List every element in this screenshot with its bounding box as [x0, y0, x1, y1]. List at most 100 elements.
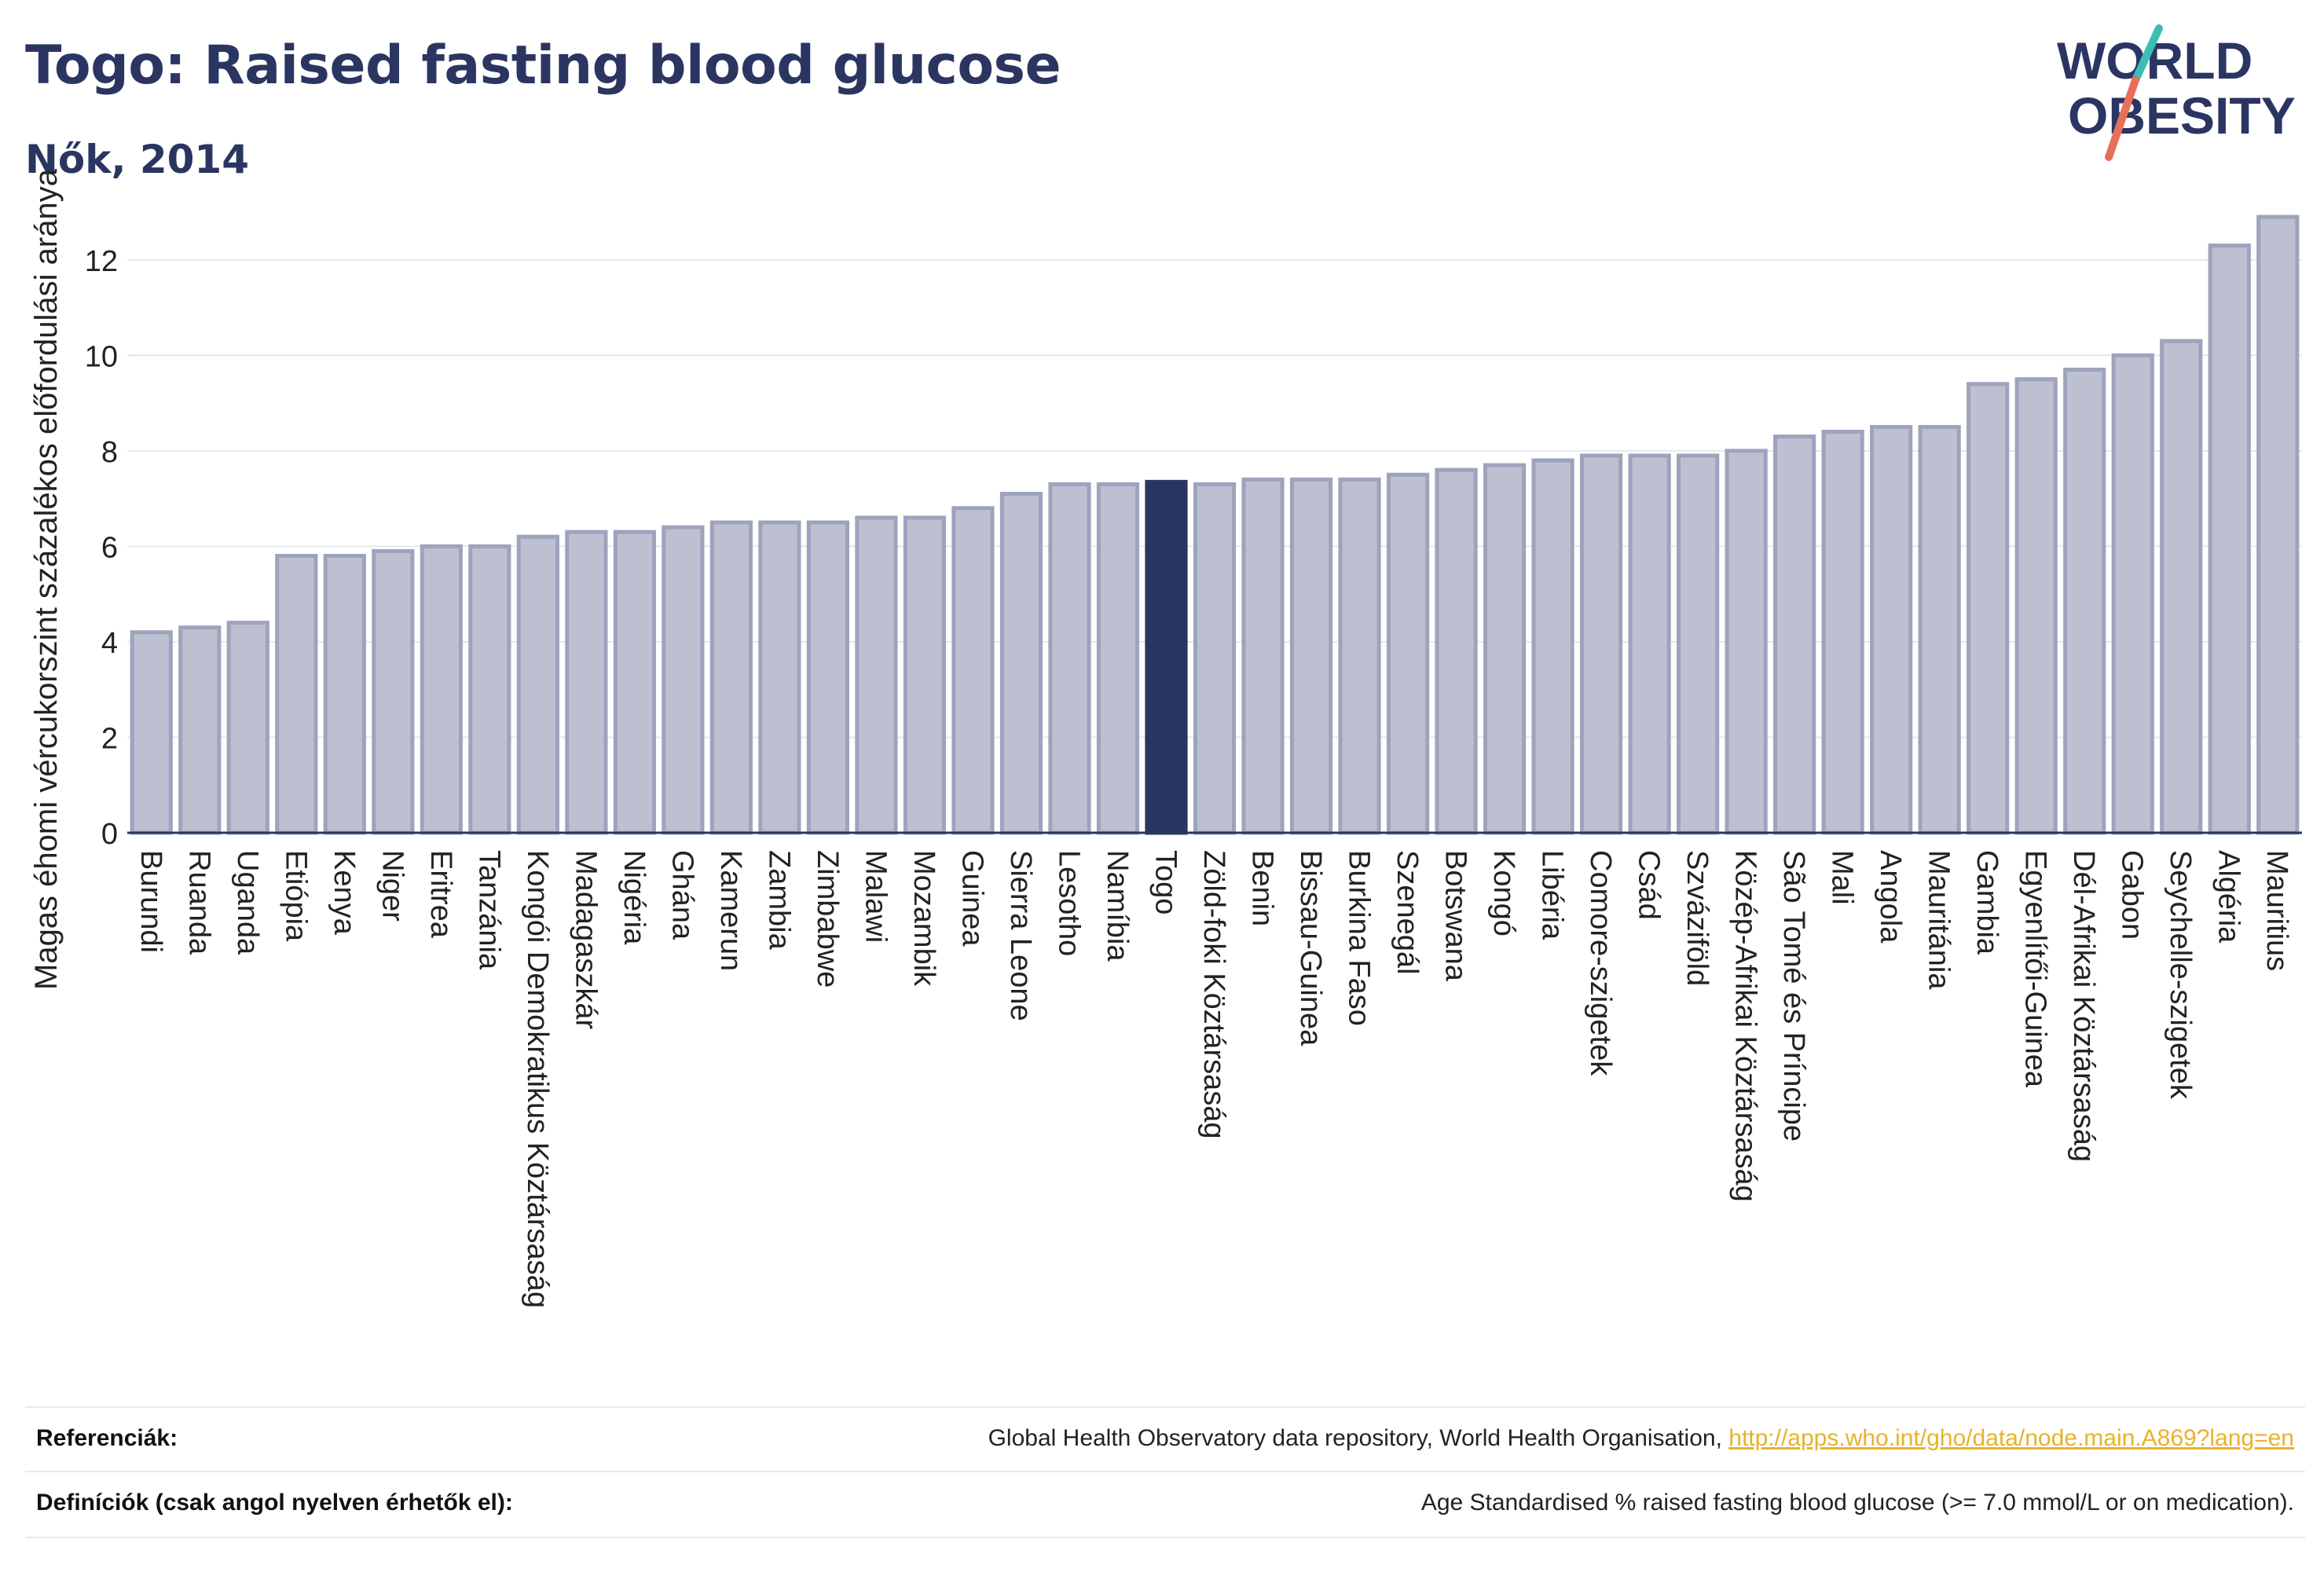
x-tick-label: Lesotho [1052, 850, 1085, 956]
bar [226, 621, 269, 835]
chart-subtitle: Nők, 2014 [25, 137, 250, 182]
bar [1870, 424, 1913, 835]
x-tick-label: Csád [1633, 850, 1666, 920]
bar [1677, 453, 1720, 835]
x-tick-label: Malawi [859, 850, 892, 943]
references-value: Global Health Observatory data repositor… [988, 1425, 2294, 1452]
x-tick-label: Szváziföld [1681, 850, 1714, 986]
bar [468, 544, 511, 835]
x-tick-label: Eritrea [424, 850, 457, 939]
x-tick-label: Gambia [1970, 850, 2003, 955]
bar [1773, 434, 1816, 835]
x-tick-label: Mali [1826, 850, 1859, 905]
logo-slash-teal [2132, 24, 2163, 84]
x-tick-label: Közép-Afrikai Köztársaság [1729, 850, 1762, 1202]
x-tick-label: Ruanda [182, 850, 215, 955]
x-tick-label: Burkina Faso [1343, 850, 1376, 1026]
y-tick-label: 0 [101, 818, 118, 851]
bar [323, 554, 366, 835]
x-tick-label: Algéria [2212, 850, 2245, 944]
x-tick-label: Zimbabwe [811, 850, 844, 988]
x-tick-label: Ghána [665, 850, 698, 940]
x-tick-label: Comore-szigetek [1584, 850, 1617, 1076]
bar [1145, 479, 1188, 835]
bar [662, 525, 705, 835]
x-tick-label: Guinea [955, 850, 988, 947]
bar [372, 548, 415, 835]
x-tick-label: Nigéria [618, 850, 651, 945]
references-label: Referenciák: [36, 1425, 178, 1451]
y-tick-label: 8 [101, 436, 118, 469]
x-tick-label: Madagaszkár [569, 850, 602, 1029]
x-tick-label: Libéria [1536, 850, 1569, 940]
x-tick-label: Angola [1874, 850, 1907, 944]
bars [130, 214, 2300, 835]
bar [178, 625, 222, 835]
y-tick-label: 2 [101, 722, 118, 755]
bar [855, 515, 898, 835]
x-tick-label: Zöld-foki Köztársaság [1197, 850, 1230, 1139]
x-tick-label: Mauritánia [1923, 850, 1956, 990]
x-tick-label: Bissau-Guinea [1294, 850, 1327, 1046]
bar [903, 515, 947, 835]
bar [130, 630, 173, 835]
x-tick-label: Etiópia [279, 850, 312, 942]
x-tick-label: Kongó [1487, 850, 1520, 936]
bar [1048, 482, 1091, 835]
x-tick-label: Benin [1246, 850, 1279, 926]
bar [613, 530, 656, 835]
bar [2014, 377, 2058, 835]
x-tick-label: Uganda [231, 850, 264, 955]
bar [565, 530, 608, 835]
bar [2256, 214, 2300, 835]
x-tick-label: Zambia [762, 850, 795, 951]
references-link[interactable]: http://apps.who.int/gho/data/node.main.A… [1728, 1425, 2294, 1451]
definitions-text: Age Standardised % raised fasting blood … [1420, 1490, 2294, 1516]
x-tick-label: Tanzánia [472, 850, 505, 970]
bar [1628, 453, 1671, 835]
x-tick-label: Burundi [134, 850, 167, 953]
bar [275, 554, 318, 835]
bar [1821, 430, 1864, 835]
bar [1725, 449, 1768, 835]
bar [1918, 424, 1961, 835]
bar [420, 544, 463, 835]
bar [1967, 382, 2010, 835]
bar [1386, 472, 1430, 835]
bar [1531, 458, 1574, 835]
x-tick-labels: Burundi Ruanda Uganda Etiópia Kenya Niger Erit… [134, 850, 2293, 1308]
x-tick-label: Sierra Leone [1004, 850, 1037, 1021]
bar [1483, 463, 1527, 835]
bar [806, 520, 850, 835]
chart-title: Togo: Raised fasting blood glucose [25, 35, 1061, 97]
bar [2111, 353, 2154, 835]
bar [2160, 339, 2203, 835]
bar [1435, 467, 1478, 835]
x-tick-label: Dél-Afrikai Köztársaság [2067, 850, 2100, 1162]
bar [1289, 477, 1333, 835]
world-obesity-logo: WORLD OBESITY [2057, 24, 2296, 161]
logo-slash-coral [2105, 76, 2139, 161]
bar [1096, 482, 1140, 835]
logo-line2: OBESITY [2068, 86, 2296, 145]
y-axis-label: Magas éhomi vércukorszint százalékos elő… [29, 168, 64, 990]
x-tick-label: Egyenlítői-Guinea [2019, 850, 2052, 1088]
y-tick-label: 6 [101, 531, 118, 564]
x-tick-label: Kenya [328, 850, 361, 936]
x-tick-label: Mozambik [907, 850, 940, 987]
references-text: Global Health Observatory data repositor… [988, 1425, 1729, 1451]
bar [1338, 477, 1381, 835]
bar [516, 534, 559, 835]
bar [1193, 482, 1237, 835]
bar [2063, 368, 2106, 835]
x-tick-label: São Tomé és Príncipe [1777, 850, 1810, 1142]
x-tick-label: Namíbia [1101, 850, 1134, 962]
x-tick-label: Kongói Demokratikus Köztársaság [521, 850, 554, 1308]
x-tick-label: Botswana [1439, 850, 1472, 982]
definitions-label: Definíciók (csak angol nyelven érhetők e… [36, 1490, 513, 1516]
y-tick-label: 12 [85, 245, 118, 278]
bar [758, 520, 801, 835]
bar [1579, 453, 1623, 835]
x-tick-label: Niger [376, 850, 409, 922]
x-tick-label: Mauritius [2260, 850, 2293, 971]
